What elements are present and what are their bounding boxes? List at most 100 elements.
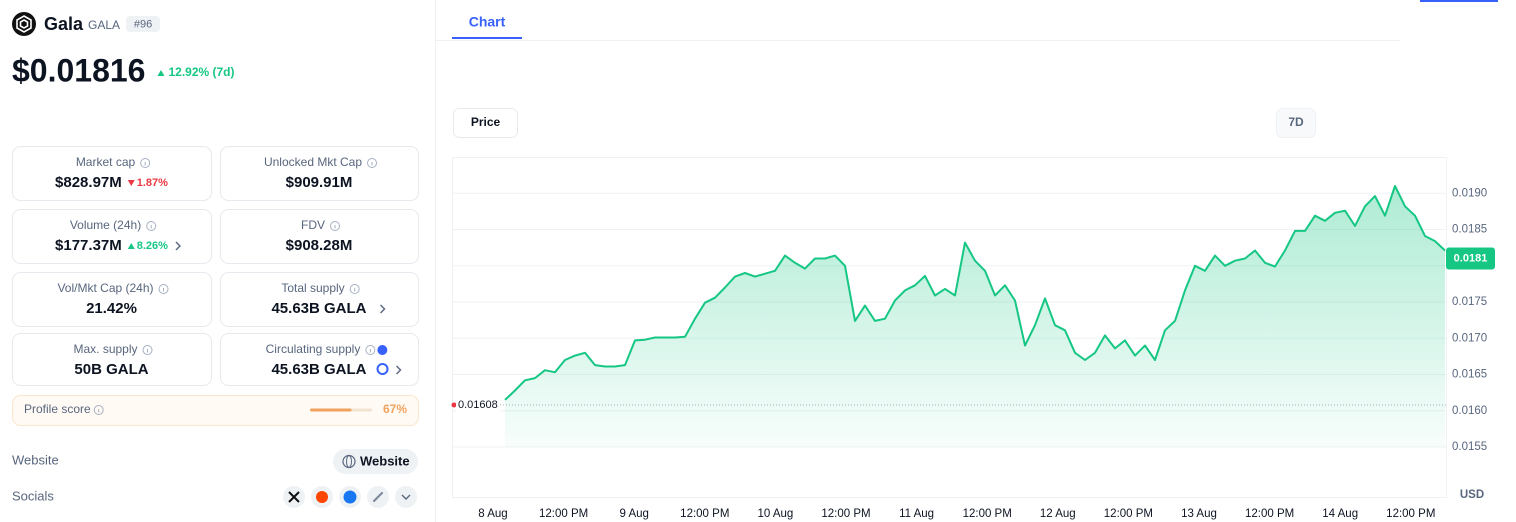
info-icon: [140, 158, 151, 168]
y-tick-label: 0.0160: [1452, 405, 1487, 417]
chevron: [175, 241, 181, 251]
website-button-text[interactable]: Website: [360, 453, 410, 468]
info-icon: [93, 405, 104, 415]
price-area: [505, 186, 1445, 447]
link-icon: [372, 491, 384, 503]
x-tick-label: 9 Aug: [619, 508, 648, 520]
coin-logo-mark: [16, 15, 32, 33]
x-tick-label: 13 Aug: [1181, 508, 1217, 520]
stat-value: $177.37M: [55, 237, 122, 254]
last-price-tag: [1446, 247, 1495, 270]
stat-card: [12, 333, 212, 386]
coin-logo: [12, 12, 36, 36]
facebook-icon: [343, 490, 357, 504]
stat-value: $828.97M: [55, 174, 122, 191]
y-unit: USD: [1460, 489, 1484, 501]
stat-value: 21.42%: [86, 300, 137, 317]
y-tick-label: 0.0190: [1452, 187, 1487, 199]
info-icon: [365, 345, 376, 355]
range-button-text[interactable]: 7D: [1288, 115, 1304, 129]
stat-card: [12, 272, 212, 327]
x-tick-label: 12:00 PM: [539, 508, 588, 520]
x-tick-label: 12:00 PM: [963, 508, 1012, 520]
open-price-label-bg: [456, 396, 500, 413]
y-tick-label: 0.0155: [1452, 441, 1487, 453]
y-tick-label: 0.0185: [1452, 224, 1487, 236]
open-price-dot: [451, 402, 457, 408]
reddit-icon: [316, 491, 328, 503]
x-tick-label: 12:00 PM: [1245, 508, 1294, 520]
stat-value: 45.63B GALA: [271, 361, 366, 378]
x-tick-label: 11 Aug: [899, 508, 934, 520]
info-icon: [158, 284, 169, 294]
coin-name: Gala: [44, 14, 84, 34]
x-tick-label: 8 Aug: [478, 508, 507, 520]
profile-box: [12, 395, 419, 426]
y-tick-label: 0.0165: [1452, 369, 1487, 381]
tab[interactable]: Chart: [469, 14, 506, 30]
stat-label: Total supply: [281, 281, 344, 295]
tab-underline: [452, 37, 522, 39]
x-tick-label: 14 Aug: [1322, 508, 1358, 520]
stat-card: [220, 209, 419, 264]
stat-label: Max. supply: [73, 342, 137, 356]
coin-symbol: GALA: [88, 18, 120, 32]
profile-label: Profile score: [24, 402, 91, 416]
last-price-label: 0.0181: [1454, 252, 1488, 264]
stat-value: $909.91M: [286, 174, 353, 191]
stat-value: 45.63B GALA: [271, 300, 366, 317]
stat-change: 1.87%: [137, 177, 168, 189]
x-tick-label: 12:00 PM: [821, 508, 870, 520]
price: $0.01816: [12, 52, 145, 88]
price-button[interactable]: [453, 108, 518, 138]
profile-value: 67%: [383, 402, 407, 416]
rank: #96: [134, 18, 152, 30]
stat-label: Vol/Mkt Cap (24h): [57, 281, 153, 295]
x-icon: [288, 491, 300, 503]
verified-badge: [377, 345, 388, 355]
x-tick-label: 12:00 PM: [1104, 508, 1153, 520]
website-label: Website: [12, 452, 59, 467]
price-button-text[interactable]: Price: [471, 115, 501, 129]
x-tick-label: 12 Aug: [1040, 508, 1076, 520]
website-button[interactable]: [333, 449, 418, 474]
info-icon: [330, 221, 340, 231]
stat-value: 50B GALA: [74, 361, 148, 378]
chevron: [380, 304, 386, 314]
stat-value: $908.28M: [286, 237, 353, 254]
chevron: [396, 365, 402, 375]
price-change: 12.92% (7d): [168, 65, 234, 79]
stat-label: Volume (24h): [70, 218, 141, 232]
stat-card: [12, 146, 212, 201]
stat-card: [12, 209, 212, 264]
stat-label: FDV: [301, 218, 325, 232]
stat-change: 8.26%: [137, 240, 168, 252]
price-line: [504, 185, 1446, 401]
y-tick-label: 0.0175: [1452, 296, 1487, 308]
stat-label: Unlocked Mkt Cap: [264, 155, 362, 169]
change-arrow: [157, 70, 165, 76]
stat-label: Market cap: [76, 155, 136, 169]
info-icon: [142, 345, 153, 355]
stat-label: Circulating supply: [266, 342, 361, 356]
expand-icon: [401, 494, 411, 500]
x-tick-label: 12:00 PM: [680, 508, 729, 520]
info-icon: [349, 284, 360, 294]
globe-icon-meridian: [346, 455, 352, 468]
social-button[interactable]: [395, 486, 417, 508]
y-tick-label: 0.0170: [1452, 332, 1487, 344]
stat-card: [220, 272, 419, 327]
range-button[interactable]: [1276, 108, 1316, 138]
x-tick-label: 12:00 PM: [1386, 508, 1435, 520]
socials-label: Socials: [12, 488, 54, 503]
info-icon: [367, 158, 378, 168]
stat-card: [220, 333, 419, 386]
supply-ring: [376, 363, 389, 375]
stat-change-arrow: [127, 243, 135, 249]
top-bar-accent: [1420, 0, 1498, 2]
open-price-label: 0.01608: [458, 399, 498, 411]
stat-change-arrow: [127, 180, 135, 186]
info-icon: [146, 221, 157, 231]
